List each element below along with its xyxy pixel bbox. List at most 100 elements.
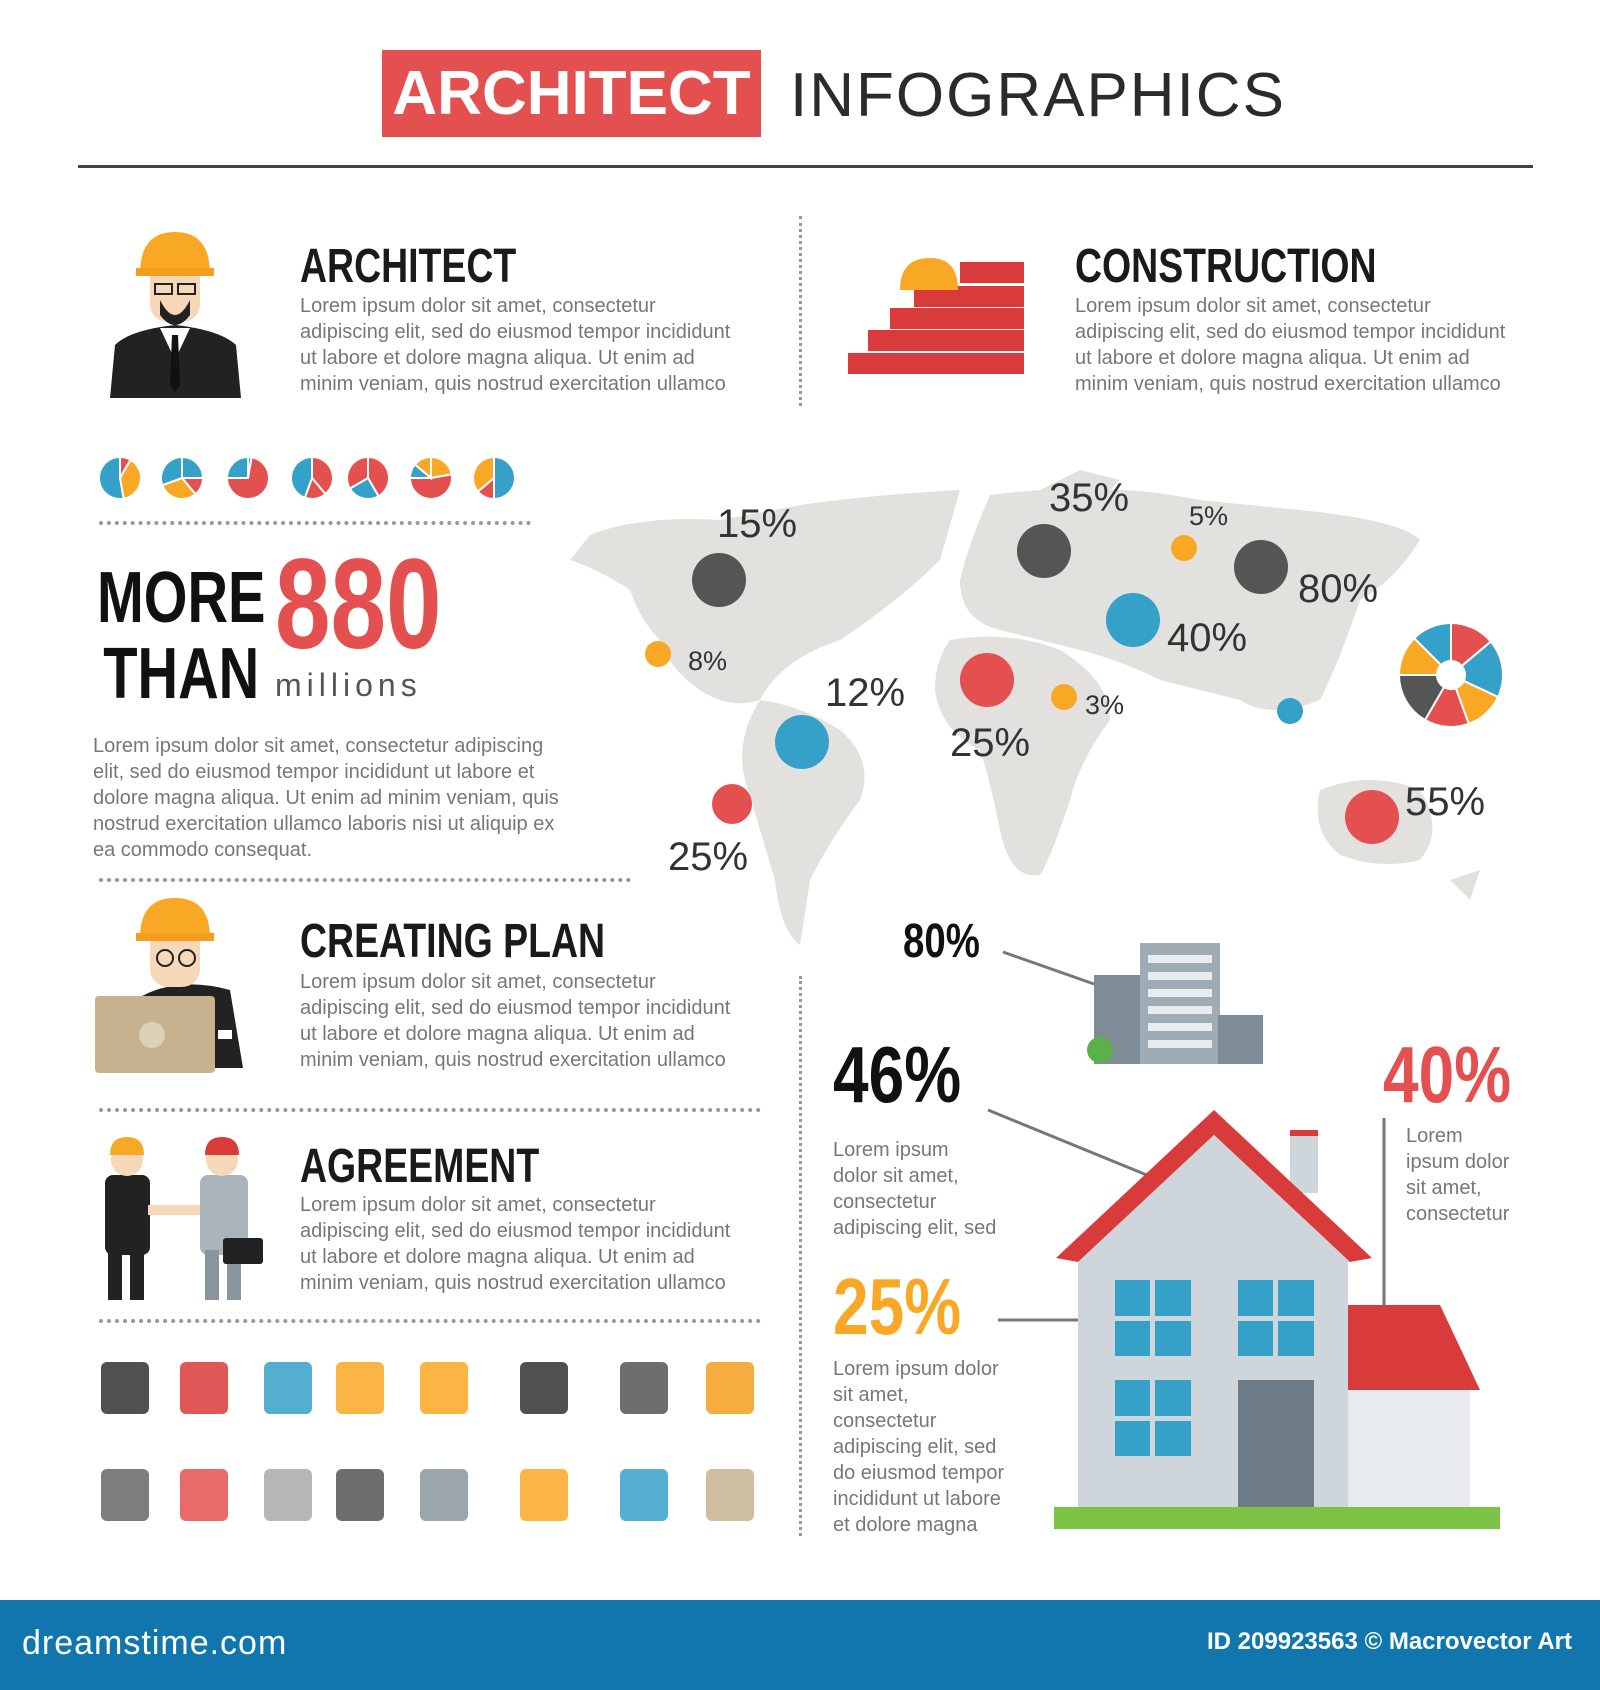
text-line: ut labore et dolore magna aliqua. Ut eni… [300, 1246, 695, 1268]
pie-slice [160, 476, 197, 500]
hard-hat-icon [520, 1469, 568, 1521]
footer: dreamstime.com ID 209923563 © Macrovecto… [0, 1600, 1600, 1690]
pie-slice [98, 455, 125, 500]
text-line: consectetur [1406, 1203, 1510, 1225]
pie-slice [408, 473, 453, 500]
text-line: dolore magna aliqua. Ut enim ad minim ve… [93, 787, 559, 809]
stat-prefix-line: THAN [103, 634, 260, 714]
color-swatch-icon [180, 1469, 228, 1521]
text-line: Lorem ipsum dolor [833, 1358, 999, 1380]
dotted-divider [99, 878, 631, 882]
pie-slice [311, 455, 334, 496]
mini-pie-chart [98, 455, 142, 500]
stat-40-text: Lorem ipsum dolor sit amet, consectetur [1406, 1123, 1509, 1227]
stat-40: 40% [1383, 1030, 1512, 1119]
map-bubble [1234, 540, 1288, 594]
mini-pie-chart [290, 455, 334, 500]
map-label: 25% [950, 721, 1031, 765]
text-line: Lorem [1406, 1125, 1463, 1147]
text-line: adipiscing elit, sed do eiusmod tempor i… [300, 321, 731, 343]
map-bubble [960, 653, 1014, 707]
buildings-icon [420, 1469, 468, 1521]
vertical-divider [799, 216, 802, 406]
text-line: consectetur [833, 1191, 937, 1213]
blueprint-icon [264, 1469, 312, 1521]
stat-46-text: Lorem ipsum dolor sit amet, consectetur adi… [833, 1137, 996, 1241]
pie-slice [1397, 674, 1446, 722]
laptop-cad-icon [620, 1362, 668, 1414]
text-line: Lorem ipsum dolor sit amet, consectetur [300, 295, 656, 317]
mini-pie-chart [346, 455, 390, 500]
icon-grid [101, 1362, 754, 1521]
dotted-divider [99, 1319, 761, 1323]
pie-slice [160, 455, 183, 487]
text-line: minim veniam, quis nostrud exercitation … [300, 1049, 726, 1071]
text-line: adipiscing elit, sed [833, 1217, 997, 1239]
text-line: ipsum dolor [1406, 1151, 1510, 1173]
text-line: Lorem ipsum dolor sit amet, consectetur [1075, 295, 1431, 317]
mini-pie-chart [472, 455, 516, 501]
dotted-divider [99, 1108, 761, 1112]
worker-icon [336, 1362, 384, 1414]
pie-slice [181, 455, 205, 479]
pie-slice [493, 455, 516, 501]
bricks-icon [180, 1362, 228, 1414]
map-bubble [645, 641, 671, 667]
stat-25: 25% [833, 1262, 962, 1351]
map-label: 25% [668, 835, 749, 879]
pie-row [98, 455, 516, 501]
text-line: consectetur [833, 1410, 937, 1432]
stat-80: 80% [903, 915, 980, 968]
text-line: sit amet, [833, 1384, 909, 1406]
mini-pie-chart [160, 455, 205, 500]
text-line: sit amet, [1406, 1177, 1482, 1199]
vertical-divider [799, 976, 802, 1536]
map-bubble [712, 784, 752, 824]
pie-slice [1412, 621, 1452, 667]
title-highlight: ARCHITECT [382, 50, 761, 137]
text-line: ut labore et dolore magna aliqua. Ut eni… [300, 347, 695, 369]
text-line: Lorem ipsum dolor sit amet, consectetur [300, 971, 656, 993]
creating-plan-text: Lorem ipsum dolor sit amet, consectetur a… [300, 969, 730, 1073]
header-divider [78, 165, 1533, 168]
map-label: 15% [717, 502, 798, 546]
compass-icon [336, 1469, 384, 1521]
text-line: adipiscing elit, sed do eiusmod tempor i… [300, 997, 731, 1019]
house-icon [264, 1362, 312, 1414]
office-buildings-icon [1087, 943, 1263, 1064]
construction-title: CONSTRUCTION [1075, 240, 1377, 293]
pie-slice [413, 455, 432, 481]
dotted-divider [99, 521, 531, 525]
map-label: 8% [688, 646, 728, 676]
mini-pie-chart [225, 455, 270, 500]
stat-prefix: MORE THAN [97, 560, 265, 712]
title-rest: INFOGRAPHICS [790, 61, 1286, 130]
handshake-icon [105, 1137, 263, 1300]
text-line: Lorem ipsum dolor sit amet, consectetur … [93, 735, 544, 757]
ruler-triangle-icon [620, 1469, 668, 1521]
paint-brush-icon [706, 1362, 754, 1414]
text-line: ea commodo consequat. [93, 839, 313, 861]
map-bubbles [645, 524, 1399, 844]
text-line: ut labore et dolore magna aliqua. Ut eni… [300, 1023, 695, 1045]
map-bubble [1345, 790, 1399, 844]
map-label: 12% [825, 671, 906, 715]
stat-number: 880 [275, 533, 442, 676]
engineer-laptop-icon [95, 898, 243, 1073]
crane-icon [101, 1469, 149, 1521]
text-line: dolor sit amet, [833, 1165, 959, 1187]
map-bubble [1277, 698, 1303, 724]
text-line: ut labore et dolore magna aliqua. Ut eni… [1075, 347, 1470, 369]
text-line: adipiscing elit, sed do eiusmod tempor i… [1075, 321, 1506, 343]
text-line: et dolore magna [833, 1514, 978, 1536]
stat-unit: millions [275, 667, 422, 703]
map-bubble [1171, 535, 1197, 561]
pie-slice [290, 455, 313, 500]
map-bubble [1106, 593, 1160, 647]
house-icon [1054, 1110, 1500, 1529]
footer-logo[interactable]: dreamstime.com [22, 1624, 288, 1662]
agreement-title: AGREEMENT [300, 1140, 540, 1193]
stat-46: 46% [833, 1030, 962, 1119]
text-line: minim veniam, quis nostrud exercitation … [1075, 373, 1501, 395]
